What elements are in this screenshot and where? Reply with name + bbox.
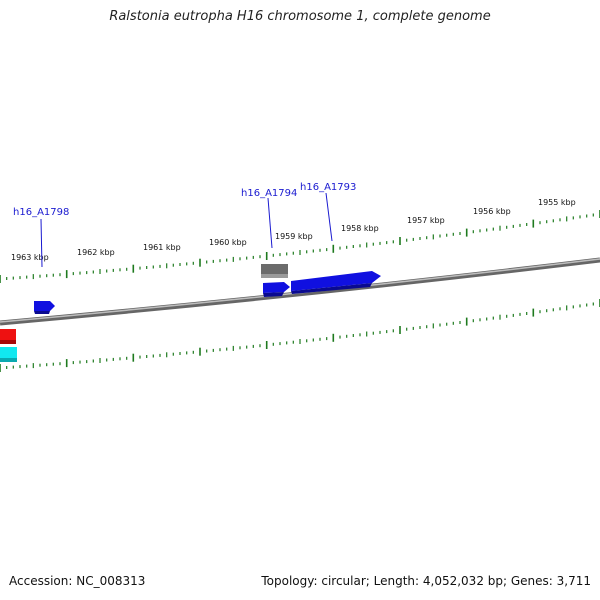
ruler-label: 1960 kbp bbox=[209, 238, 247, 247]
accession-text: Accession: NC_008313 bbox=[9, 574, 146, 588]
gene-label[interactable]: h16_A1798 bbox=[13, 207, 69, 218]
gene-h16-A1794-pseudo[interactable] bbox=[261, 264, 288, 278]
inner-ruler bbox=[0, 299, 600, 372]
cyan-feature[interactable] bbox=[0, 347, 17, 362]
map-title: Ralstonia eutropha H16 chromosome 1, com… bbox=[109, 9, 491, 24]
gene-h16-A1798[interactable] bbox=[34, 301, 55, 314]
ruler-label: 1963 kbp bbox=[11, 253, 49, 262]
red-feature[interactable] bbox=[0, 329, 16, 344]
gene-label[interactable]: h16_A1794 bbox=[241, 188, 297, 199]
genome-summary-text: Topology: circular; Length: 4,052,032 bp… bbox=[261, 574, 591, 588]
ruler-label: 1957 kbp bbox=[407, 216, 445, 225]
gene-label-leader bbox=[325, 192, 333, 242]
gene-label[interactable]: h16_A1793 bbox=[300, 182, 356, 193]
ruler-label: 1956 kbp bbox=[473, 207, 511, 216]
outer-ruler bbox=[0, 210, 600, 283]
ruler-label: 1955 kbp bbox=[538, 198, 576, 207]
gene-h16-A1794[interactable] bbox=[263, 282, 290, 297]
gene-label-leader bbox=[40, 218, 43, 268]
ruler-label: 1962 kbp bbox=[77, 248, 115, 257]
chromosome-backbone bbox=[0, 257, 600, 326]
gene-h16-A1793[interactable] bbox=[291, 271, 381, 294]
gene-label-leader bbox=[267, 197, 273, 249]
ruler-label: 1958 kbp bbox=[341, 224, 379, 233]
ruler-label: 1959 kbp bbox=[275, 232, 313, 241]
ruler-label: 1961 kbp bbox=[143, 243, 181, 252]
